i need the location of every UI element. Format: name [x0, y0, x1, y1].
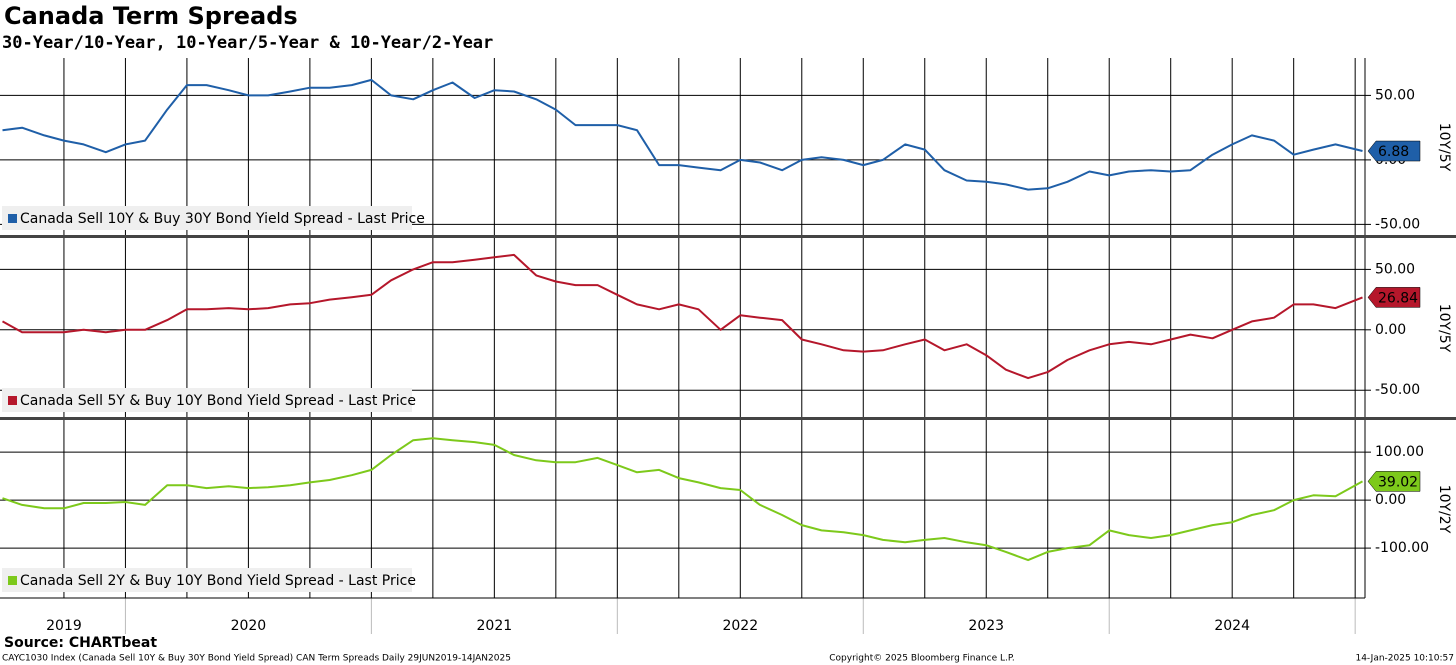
- footer-center: Copyright© 2025 Bloomberg Finance L.P.: [829, 654, 1014, 664]
- y-tick-label: 50.00: [1375, 87, 1415, 103]
- legend-box: [2, 206, 412, 230]
- panel-separator: [0, 235, 1456, 238]
- y-axis-label: 10Y/2Y: [1436, 485, 1452, 534]
- x-tick-label: 2023: [968, 618, 1004, 634]
- footer-right: 14-Jan-2025 10:10:57: [1355, 654, 1454, 664]
- panel-separator: [0, 417, 1456, 420]
- last-value-box: [1367, 140, 1421, 162]
- series-line: [2, 437, 1363, 562]
- y-tick-label: -50.00: [1375, 382, 1420, 398]
- last-value-label: 6.88: [1378, 144, 1409, 160]
- footer-left: CAYC1030 Index (Canada Sell 10Y & Buy 30…: [2, 654, 511, 664]
- legend-box: [2, 388, 412, 412]
- y-tick-label: 100.00: [1375, 444, 1424, 460]
- x-tick-label: 2021: [477, 618, 513, 634]
- series-line: [2, 78, 1363, 191]
- x-tick-label: 2020: [231, 618, 267, 634]
- y-tick-label: -50.00: [1375, 216, 1420, 232]
- legend-label: Canada Sell 5Y & Buy 10Y Bond Yield Spre…: [20, 393, 416, 409]
- series-line: [2, 253, 1363, 380]
- legend-swatch: [8, 396, 17, 405]
- x-tick-label: 2024: [1214, 618, 1250, 634]
- chart-subtitle: 30-Year/10-Year, 10-Year/5-Year & 10-Yea…: [2, 33, 493, 53]
- last-value-label: 26.84: [1378, 290, 1418, 306]
- y-tick-label: 0.00: [1375, 492, 1406, 508]
- x-tick-label: 2019: [46, 618, 82, 634]
- last-value-box: [1367, 471, 1421, 492]
- x-tick-label: 2022: [722, 618, 758, 634]
- last-value-box: [1367, 287, 1421, 308]
- legend-swatch: [8, 214, 17, 223]
- last-value-label: 39.02: [1378, 474, 1418, 490]
- legend-swatch: [8, 576, 17, 585]
- y-axis-label: 10Y/5Y: [1436, 304, 1452, 353]
- source: Source: CHARTbeat: [4, 635, 157, 651]
- legend-box: [2, 568, 412, 592]
- legend-label: Canada Sell 10Y & Buy 30Y Bond Yield Spr…: [20, 211, 425, 227]
- y-tick-label: 50.00: [1375, 261, 1415, 277]
- legend-label: Canada Sell 2Y & Buy 10Y Bond Yield Spre…: [20, 573, 416, 589]
- chart-title: Canada Term Spreads: [4, 2, 298, 30]
- y-tick-label: 0.00: [1375, 322, 1406, 338]
- y-tick-label: -100.00: [1375, 540, 1429, 556]
- y-axis-label: 10Y/5Y: [1436, 123, 1452, 172]
